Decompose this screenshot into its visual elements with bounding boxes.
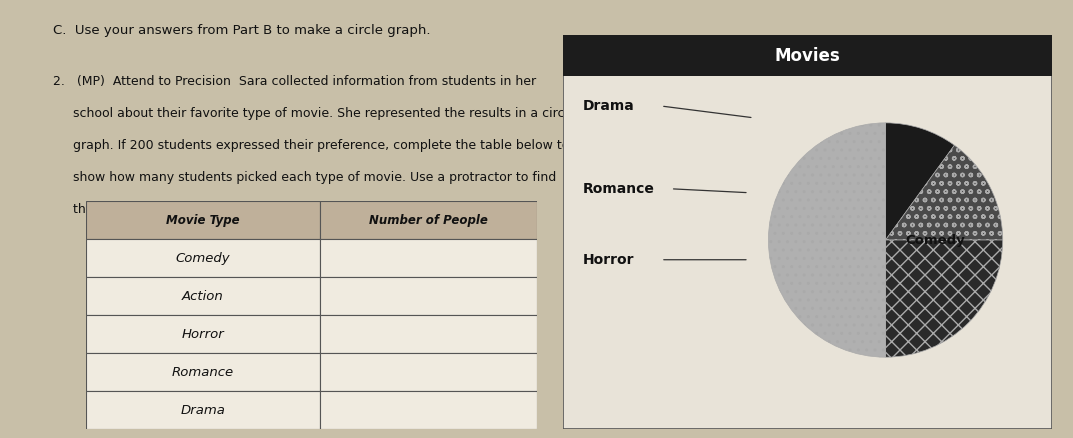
Text: Drama: Drama	[180, 404, 225, 417]
FancyBboxPatch shape	[320, 240, 536, 277]
Wedge shape	[885, 123, 954, 240]
Text: school about their favorite type of movie. She represented the results in a circ: school about their favorite type of movi…	[53, 107, 576, 120]
FancyBboxPatch shape	[86, 315, 320, 353]
FancyBboxPatch shape	[320, 315, 536, 353]
Text: Romance: Romance	[583, 182, 655, 196]
FancyBboxPatch shape	[320, 201, 536, 240]
Text: Horror: Horror	[181, 328, 224, 341]
Text: Horror: Horror	[583, 253, 634, 267]
Text: Movie Type: Movie Type	[166, 214, 240, 227]
FancyBboxPatch shape	[320, 391, 536, 429]
Wedge shape	[768, 123, 885, 357]
Wedge shape	[885, 240, 1002, 357]
FancyBboxPatch shape	[563, 35, 1052, 429]
FancyBboxPatch shape	[86, 240, 320, 277]
FancyBboxPatch shape	[563, 35, 1052, 76]
Text: Drama: Drama	[583, 99, 634, 113]
Text: Romance: Romance	[172, 366, 234, 379]
Text: Comedy: Comedy	[176, 252, 231, 265]
Wedge shape	[885, 145, 1002, 240]
Text: Comedy: Comedy	[905, 233, 965, 247]
FancyBboxPatch shape	[320, 277, 536, 315]
FancyBboxPatch shape	[86, 353, 320, 391]
Text: graph. If 200 students expressed their preference, complete the table below to: graph. If 200 students expressed their p…	[53, 139, 570, 152]
Text: 2.   (MP)  Attend to Precision  Sara collected information from students in her: 2. (MP) Attend to Precision Sara collect…	[53, 74, 536, 88]
FancyBboxPatch shape	[86, 391, 320, 429]
Text: the angle measure of each section.: the angle measure of each section.	[53, 203, 295, 216]
FancyBboxPatch shape	[320, 353, 536, 391]
Text: show how many students picked each type of movie. Use a protractor to find: show how many students picked each type …	[53, 171, 556, 184]
FancyBboxPatch shape	[86, 201, 320, 240]
Text: Number of People: Number of People	[369, 214, 488, 227]
Text: Action: Action	[182, 290, 224, 303]
Text: C.  Use your answers from Part B to make a circle graph.: C. Use your answers from Part B to make …	[53, 24, 430, 37]
Text: Movies: Movies	[775, 47, 840, 65]
FancyBboxPatch shape	[86, 277, 320, 315]
